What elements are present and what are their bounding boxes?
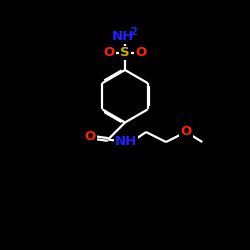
- Text: NH: NH: [115, 136, 137, 148]
- Text: 2: 2: [130, 27, 137, 37]
- Text: O: O: [84, 130, 96, 143]
- Text: O: O: [180, 126, 192, 138]
- Text: NH: NH: [112, 30, 134, 43]
- Text: S: S: [120, 46, 130, 60]
- Text: O: O: [135, 46, 146, 60]
- Text: O: O: [104, 46, 115, 60]
